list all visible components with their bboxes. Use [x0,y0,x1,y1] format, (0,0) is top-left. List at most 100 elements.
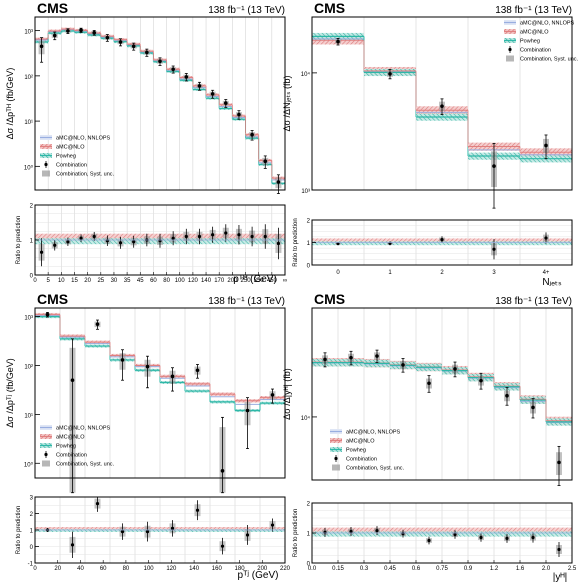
ratio-point [453,532,457,537]
ratio-point [531,535,535,540]
x-tick-label: 0.75 [436,566,448,572]
data-point [45,312,50,317]
x-tick-label: 15 [71,278,78,284]
legend-entry: Combination, Syst. unc. [346,466,405,472]
chart-panel-bottom-right: 10⁴ 0 1 2 0.0 0.15 0.3 0.45 0.6 0.75 0.9 1.2 1.6 2.0 2… [282,291,577,583]
legend-entry: Powheg [346,448,366,454]
legend-syst-swatch [42,460,50,467]
x-tick-label: 170 [214,278,225,284]
x-tick-label: 5 [46,278,50,284]
legend-entry: aMC@NLO [56,145,85,151]
ratio-y-tick-label: 0 [307,264,311,270]
ratio-axis-title: Ratio to prediction [16,506,22,554]
y-tick-label: 10³ [301,189,310,195]
ratio-y-tick-label: 1 [30,239,34,245]
x-tick-label: 0.9 [464,566,473,572]
ratio-point [92,234,96,239]
y-tick-label: 10³ [24,316,33,322]
data-point [118,40,123,44]
ratio-axis-title: Ratio to prediction [293,218,299,266]
data-point [401,363,405,367]
ratio-point [544,236,548,240]
data-point [237,112,241,117]
cms-label: CMS [37,291,68,307]
legend-entry: aMC@NLO, NNLOPS [56,426,111,432]
x-tick-label: 180 [235,566,246,572]
legend-entry: Combination [520,48,551,54]
legend-marker [44,452,48,457]
legend: aMC@NLO, NNLOPS aMC@NLO Powheg Combination C… [330,429,405,472]
ratio-amc-band [60,527,85,531]
ratio-point [79,236,83,240]
x-tick-label: 0.6 [412,566,421,572]
ratio-y-tick-label: 1 [30,529,34,535]
main-frame [34,16,286,191]
luminosity-label: 138 fb⁻¹ (13 TeV) [495,296,572,307]
ratio-amc-band [85,527,110,531]
data-point [349,355,353,360]
y-axis-title: Δσ /Δpᵀᴴ (fb/GeV) [5,68,15,140]
chart-panel-top-right: 10⁴ 10³ 0 1 2 0 1 2 3 4+ CMS 138 fb⁻¹ (13 TeV) Nⱼₑₜₛ… [282,0,579,288]
x-tick-label: 20 [54,566,61,572]
ratio-point [224,231,228,235]
ratio-powheg-band [416,241,468,246]
ratio-amc-band [185,527,210,531]
x-tick-label: 250 [241,278,252,284]
data-point [70,378,75,383]
ratio-point [349,529,353,534]
x-tick-label: 0.3 [360,566,369,572]
data-point [170,374,175,379]
data-point [263,159,268,163]
data-point [197,84,202,88]
ratio-point [401,532,405,536]
ratio-point [276,241,281,246]
ratio-amc-band [35,233,49,241]
ratio-powheg-band [60,529,85,532]
data-point [184,75,189,79]
x-tick-label: 220 [280,566,291,572]
ratio-powheg-band [416,531,442,537]
legend-entry: Combination, Syst. unc. [56,172,115,178]
data-point [131,44,136,49]
y-tick-label: 10⁴ [301,71,311,78]
x-tick-label: 450 [267,278,278,284]
data-point [245,408,250,413]
data-point [145,364,150,369]
legend-marker [44,162,48,167]
legend: aMC@NLO, NNLOPS aMC@NLO Powheg Combination C… [40,425,115,468]
ratio-y-tick-label: -1 [28,562,34,568]
data-point [440,104,444,108]
ratio-point [39,250,44,254]
legend-entry: Powheg [520,39,540,45]
ratio-amc-band [364,238,416,243]
x-tick-label: 0 [336,270,340,276]
legend-entry: aMC@NLO, NNLOPS [346,430,401,436]
data-point [95,322,100,326]
x-tick-label: 0.15 [332,566,344,572]
x-tick-label: 60 [100,566,107,572]
data-point [453,367,457,371]
x-tick-label: 140 [201,278,212,284]
data-point [220,469,225,473]
ratio-y-tick-label: 2 [307,502,311,508]
y-tick-label: 10¹ [24,413,33,419]
ratio-point [245,533,250,537]
x-tick-label: 0.0 [308,566,317,572]
ratio-amc-band [468,527,494,534]
y-tick-label: 10⁰ [24,461,34,468]
legend-syst-swatch [332,464,340,471]
data-point [336,39,340,44]
ratio-y-tick-label: 0 [307,562,311,568]
y-tick-label: 10⁴ [301,415,311,422]
data-point [270,393,275,397]
y-tick-label: 10³ [24,30,33,36]
luminosity-label: 138 fb⁻¹ (13 TeV) [208,5,285,16]
ratio-y-tick-label: 2 [307,219,311,225]
data-point [210,92,215,96]
luminosity-label: 138 fb⁻¹ (13 TeV) [495,5,572,16]
y-axis-title: Δσ /Δpᵀʲ (fb/GeV) [5,358,15,427]
legend: aMC@NLO, NNLOPS aMC@NLO Powheg Combination C… [40,135,115,178]
x-axis-title: pᵀʲ (GeV) [238,570,279,581]
ratio-y-tick-label: 1 [307,241,311,247]
